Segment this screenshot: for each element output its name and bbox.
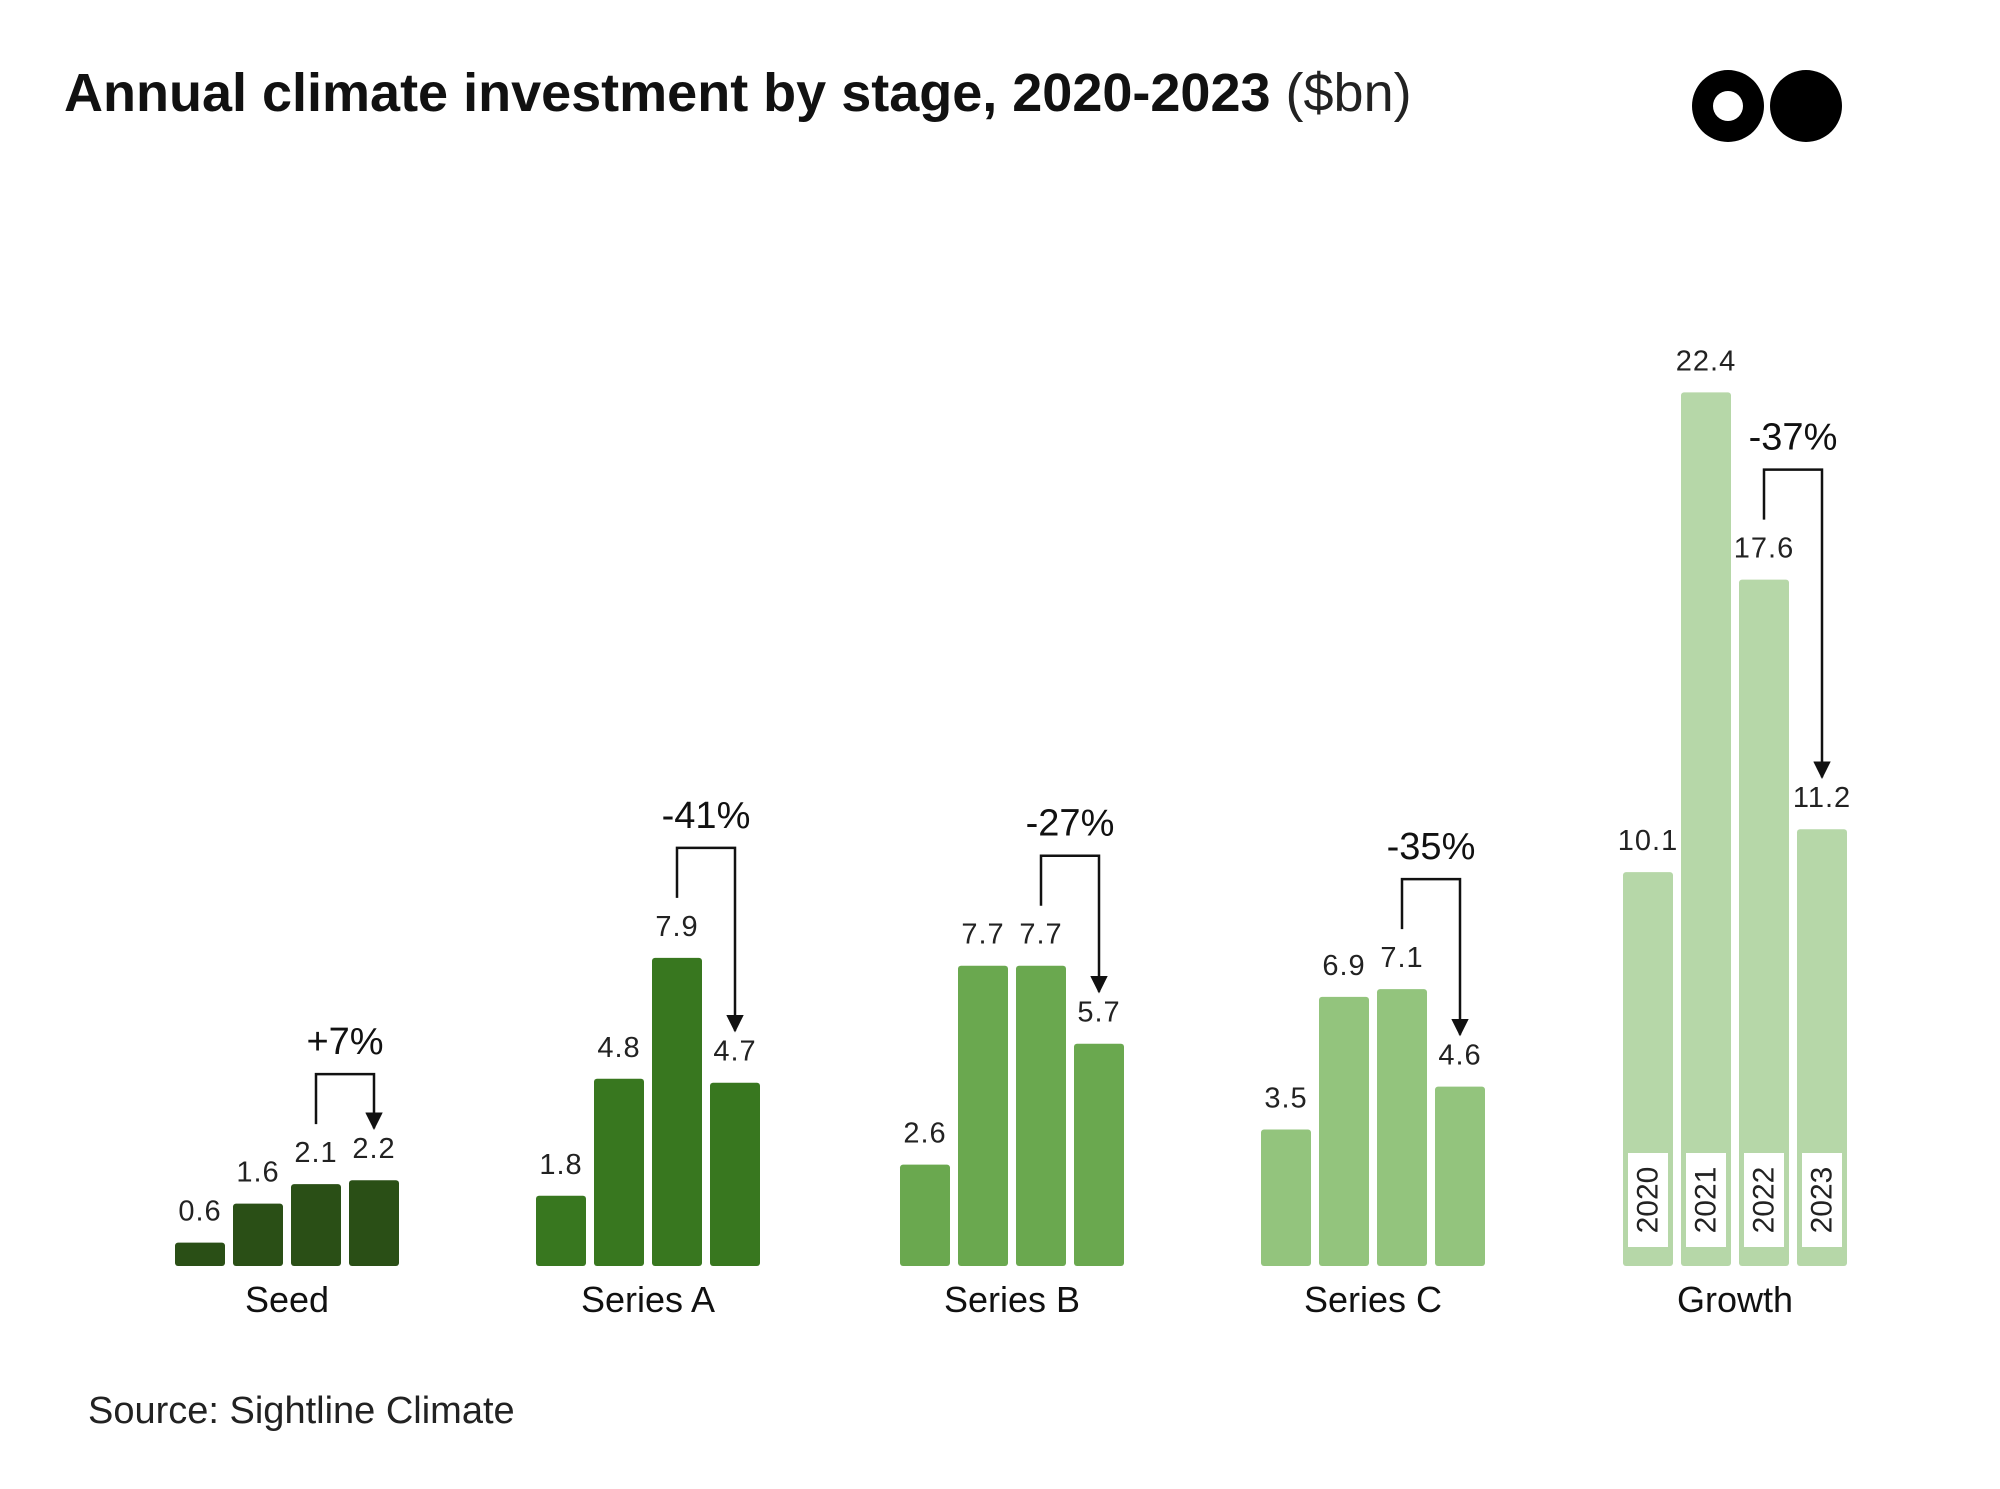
- data-label: 5.7: [1077, 997, 1120, 1029]
- data-label: 17.6: [1734, 533, 1794, 565]
- bar: [1016, 965, 1066, 1266]
- year-label: 2022: [1748, 1167, 1781, 1234]
- bar: [710, 1082, 760, 1266]
- chart-title-unit: ($bn): [1285, 63, 1412, 123]
- bar: [233, 1203, 283, 1266]
- year-label-box: [1686, 1153, 1726, 1247]
- year-label: 2021: [1690, 1167, 1723, 1234]
- change-label: -35%: [1387, 826, 1476, 868]
- year-label: 2020: [1632, 1167, 1665, 1234]
- year-label-box: [1802, 1153, 1842, 1247]
- bar: [1681, 392, 1731, 1266]
- data-label: 10.1: [1618, 825, 1678, 857]
- data-label: 7.7: [961, 919, 1004, 951]
- change-arrow: [314, 1072, 383, 1130]
- bar: [1319, 996, 1369, 1266]
- bar: [900, 1164, 950, 1266]
- logo-ring-hole: [1713, 91, 1743, 121]
- category-label: Series C: [1304, 1279, 1442, 1320]
- logo-dot: [1770, 70, 1842, 142]
- change-arrow: [675, 846, 744, 1033]
- category-label: Growth: [1677, 1279, 1793, 1320]
- year-label-box: [1628, 1153, 1668, 1247]
- data-label: 7.1: [1380, 942, 1423, 974]
- chart-title-main: Annual climate investment by stage, 2020…: [64, 63, 1271, 123]
- data-label: 7.9: [655, 911, 698, 943]
- bar: [175, 1242, 225, 1266]
- change-arrow: [1400, 877, 1469, 1037]
- change-arrow: [1762, 468, 1831, 779]
- bar: [1261, 1129, 1311, 1266]
- data-label: 1.8: [539, 1149, 582, 1181]
- data-label: 4.8: [597, 1032, 640, 1064]
- bar: [1739, 579, 1789, 1266]
- category-label: Series A: [581, 1279, 715, 1320]
- category-label: Series B: [944, 1279, 1080, 1320]
- category-label: Seed: [245, 1279, 329, 1320]
- year-label: 2023: [1806, 1167, 1839, 1234]
- bar: [1074, 1043, 1124, 1266]
- data-label: 2.1: [294, 1137, 337, 1169]
- data-label: 7.7: [1019, 919, 1062, 951]
- bar: [536, 1195, 586, 1266]
- year-label-box: [1744, 1153, 1784, 1247]
- bar: [291, 1184, 341, 1266]
- bar: [1377, 989, 1427, 1266]
- data-label: 0.6: [178, 1196, 221, 1228]
- bar: [958, 965, 1008, 1266]
- bar: [594, 1078, 644, 1266]
- data-label: 4.7: [713, 1036, 756, 1068]
- data-label: 6.9: [1322, 950, 1365, 982]
- data-label: 1.6: [236, 1157, 279, 1189]
- bar: [1435, 1086, 1485, 1266]
- change-label: -41%: [662, 795, 751, 837]
- data-label: 22.4: [1676, 345, 1736, 377]
- bar: [652, 957, 702, 1266]
- change-arrow: [1039, 854, 1108, 994]
- data-label: 2.6: [903, 1118, 946, 1150]
- data-label: 2.2: [352, 1133, 395, 1165]
- bar: [349, 1180, 399, 1266]
- change-label: +7%: [306, 1021, 383, 1063]
- data-label: 11.2: [1793, 782, 1851, 814]
- chart-title: Annual climate investment by stage, 2020…: [64, 66, 1412, 120]
- change-label: -27%: [1026, 803, 1115, 845]
- data-label: 4.6: [1438, 1040, 1481, 1072]
- data-label: 3.5: [1264, 1083, 1307, 1115]
- chart-content: 0.6 1.6 2.1 2.2 Seed +7% 1.8 4.8 7.9 4.7 Series A -…: [175, 345, 1851, 1320]
- source-note: Source: Sightline Climate: [88, 1390, 515, 1432]
- change-label: -37%: [1749, 417, 1838, 459]
- two-dots-logo-icon: [1692, 70, 1842, 142]
